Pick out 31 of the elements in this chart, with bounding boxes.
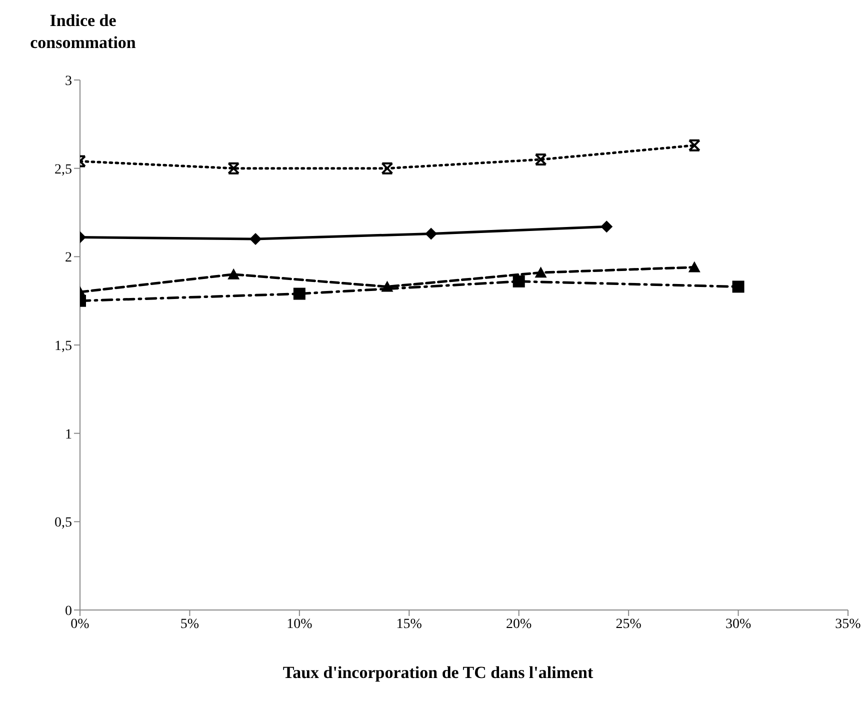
x-tick-label: 35%: [835, 616, 862, 632]
point: [600, 220, 613, 233]
point: [688, 261, 700, 272]
y-tick-label: 2: [65, 250, 72, 266]
point: [228, 268, 240, 280]
x-tick-label: 20%: [506, 616, 532, 632]
y-axis-title: Indice de consommation: [29, 10, 137, 54]
point: [228, 162, 240, 174]
x-tick-label: 0%: [70, 616, 90, 632]
y-tick-label: 1: [65, 427, 72, 442]
point: [425, 228, 438, 240]
x-tick-label: 10%: [286, 616, 313, 632]
y-tick-label: 2,5: [54, 162, 72, 178]
point: [732, 280, 744, 293]
point: [534, 154, 547, 166]
x-tick-label: 15%: [396, 616, 422, 632]
y-tick-label: 0: [65, 604, 72, 619]
point: [293, 288, 306, 300]
y-tick-label: 0,5: [54, 516, 72, 531]
x-tick-label: 5%: [180, 616, 200, 632]
point: [381, 280, 394, 292]
point: [381, 162, 394, 174]
y-tick-label: 1,5: [54, 338, 72, 354]
point: [688, 139, 700, 152]
point: [512, 275, 525, 288]
x-axis-title: Taux d'incorporation de TC dans l'aliment: [282, 663, 594, 683]
x-tick-label: 30%: [725, 616, 752, 632]
y-tick-label: 3: [65, 74, 72, 89]
point: [534, 266, 547, 278]
x-tick-label: 25%: [616, 616, 642, 632]
point: [250, 233, 262, 245]
